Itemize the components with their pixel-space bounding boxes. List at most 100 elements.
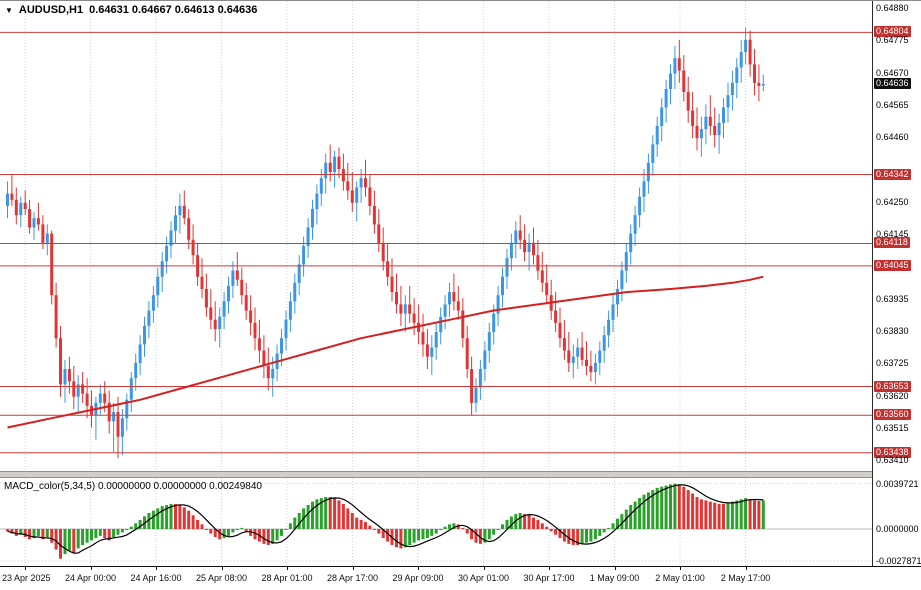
macd-bar	[562, 529, 566, 542]
macd-bar	[134, 523, 138, 529]
macd-bar	[753, 500, 756, 529]
candle	[403, 295, 407, 333]
macd-bar	[593, 529, 597, 540]
panel-separator[interactable]	[0, 471, 921, 478]
candle	[19, 196, 23, 228]
candle	[660, 98, 664, 142]
macd-chart-canvas[interactable]	[0, 478, 872, 566]
macd-bar	[328, 497, 332, 529]
candle	[655, 116, 659, 157]
macd-bar	[748, 499, 752, 529]
macd-bar	[452, 523, 456, 529]
macd-indicator-name: MACD_color(5,34,5)	[4, 481, 96, 492]
candle	[174, 205, 177, 243]
macd-bar	[571, 529, 575, 545]
macd-bar	[483, 529, 487, 543]
candle	[554, 292, 558, 333]
candle	[598, 341, 602, 376]
macd-bar	[633, 501, 637, 529]
candle	[147, 301, 151, 339]
candle	[682, 55, 686, 102]
macd-bar	[324, 497, 328, 529]
macd-bar	[249, 529, 253, 536]
candle	[395, 273, 398, 314]
price-axis-label: 0.63935	[876, 294, 909, 304]
candle	[381, 227, 385, 271]
macd-bar	[726, 502, 730, 529]
dropdown-icon[interactable]: ▼	[5, 5, 13, 15]
macd-bar	[138, 519, 142, 529]
price-chart-canvas[interactable]	[0, 1, 872, 471]
candle	[346, 162, 350, 200]
candle	[182, 190, 186, 225]
macd-bar	[642, 494, 646, 529]
candle	[227, 276, 230, 314]
time-axis-tick	[745, 567, 747, 570]
price-level-badge: 0.63560	[874, 409, 911, 420]
macd-bar	[691, 493, 695, 529]
macd-bar	[377, 529, 381, 534]
macd-bar	[54, 529, 58, 550]
time-axis-label: 24 Apr 16:00	[130, 573, 182, 583]
macd-bar	[187, 510, 191, 529]
macd-bar	[103, 529, 107, 539]
macd-bar	[602, 529, 606, 533]
macd-bar	[41, 529, 45, 540]
price-axis-label: 0.64775	[876, 35, 909, 45]
macd-panel-label: MACD_color(5,34,5) 0.00000000 0.00000000…	[4, 481, 262, 492]
time-axis-label: 30 Apr 01:00	[457, 573, 510, 583]
moving-average-line[interactable]	[7, 275, 764, 429]
macd-bar	[739, 499, 743, 529]
macd-bar	[567, 529, 571, 544]
candle	[536, 239, 540, 280]
candle	[129, 372, 133, 413]
macd-bar	[10, 529, 14, 534]
price-axis-label: 0.64880	[876, 3, 909, 13]
macd-bar	[266, 529, 270, 545]
support-resistance-lines[interactable]	[0, 31, 872, 454]
macd-bar	[704, 500, 708, 529]
time-axis-label: 25 Apr 08:00	[195, 573, 248, 583]
macd-bar	[651, 490, 655, 529]
candle	[456, 285, 460, 320]
price-axis[interactable]: 0.64880 0.64804 0.64775 0.64670 0.64636 0.645…	[873, 1, 921, 566]
candle	[231, 261, 235, 299]
macd-axis-label: -0.0027871	[876, 556, 921, 566]
macd-bar	[196, 519, 200, 529]
macd-bar	[470, 529, 474, 540]
macd-bar	[36, 529, 40, 536]
candle	[452, 273, 456, 311]
macd-bar	[271, 529, 275, 544]
candle	[748, 30, 752, 77]
candle	[10, 175, 14, 206]
candle	[297, 255, 301, 296]
candle	[624, 242, 628, 283]
macd-bar	[288, 523, 292, 529]
macd-bar	[204, 529, 208, 530]
candle	[76, 375, 80, 413]
price-axis-label: 0.63515	[876, 423, 909, 433]
candle	[673, 45, 677, 89]
candle	[448, 282, 451, 317]
macd-bar	[403, 529, 407, 548]
candle	[165, 236, 169, 274]
candle	[341, 153, 345, 191]
macd-bar	[227, 529, 230, 536]
candle	[319, 169, 323, 206]
candle	[284, 310, 288, 351]
candle	[638, 187, 642, 228]
time-axis[interactable]: 23 Apr 2025 24 Apr 00:00 24 Apr 16:00 25 Ap…	[0, 566, 921, 590]
macd-bar	[165, 505, 169, 529]
candle	[434, 322, 438, 360]
chart-ohlc-values: 0.64631 0.64667 0.64613 0.64636	[89, 4, 258, 16]
candle	[249, 295, 253, 336]
candle	[23, 190, 27, 216]
candle	[50, 230, 54, 305]
macd-bar	[576, 529, 580, 545]
candle	[576, 338, 580, 369]
macd-bar	[72, 529, 76, 553]
macd-bar	[191, 515, 195, 529]
macd-bar	[178, 505, 182, 529]
candle	[54, 282, 58, 348]
macd-bar	[231, 529, 235, 533]
